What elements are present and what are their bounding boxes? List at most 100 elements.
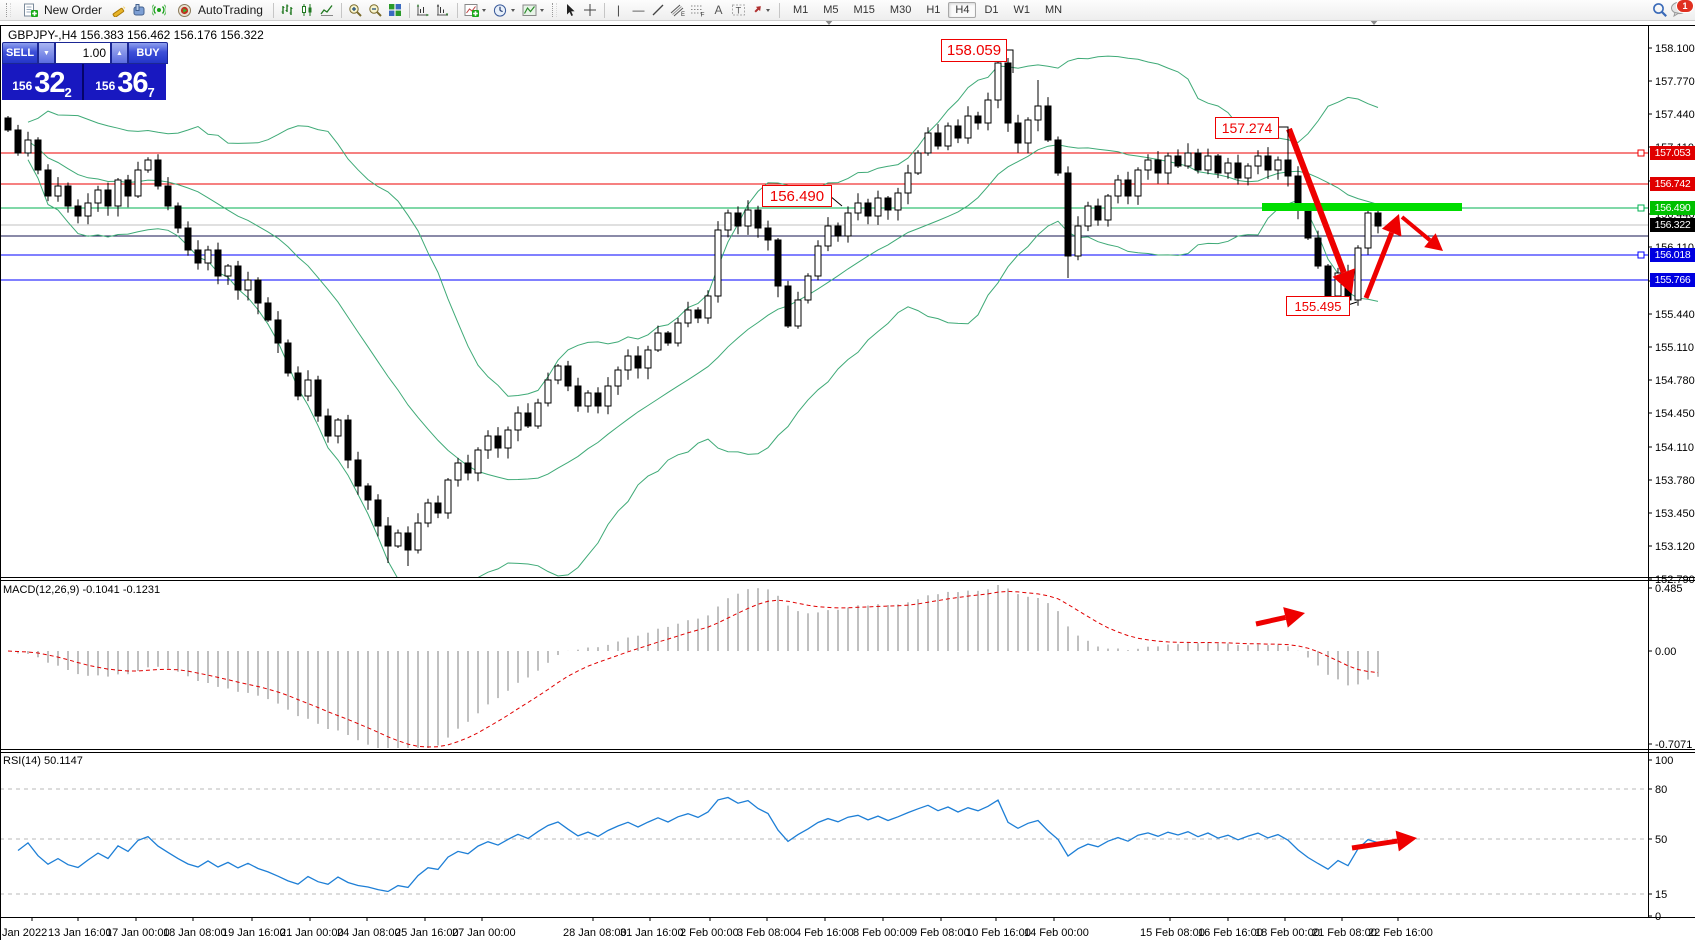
candle-body[interactable] [174, 205, 182, 229]
volume-input[interactable]: 1.00 [55, 42, 111, 64]
new-order-button[interactable]: New Order [15, 1, 108, 20]
candle-body[interactable] [1134, 169, 1142, 197]
candle-body[interactable] [1284, 159, 1292, 177]
candle-body[interactable] [414, 522, 422, 551]
window-splitter-marker[interactable] [1369, 19, 1379, 25]
hline-handle[interactable] [1637, 251, 1645, 259]
candle-body[interactable] [554, 365, 562, 381]
red-arrow-shaft[interactable] [1255, 614, 1287, 627]
sell-button[interactable]: SELL [2, 42, 38, 64]
red-arrow-head[interactable] [1283, 607, 1305, 628]
candle-body[interactable] [974, 115, 982, 124]
candle-body[interactable] [1234, 162, 1242, 179]
window-splitter-marker[interactable] [824, 19, 834, 25]
resistance-zone-bar[interactable] [1262, 203, 1462, 211]
candle-body[interactable] [764, 227, 772, 241]
candle-body[interactable] [384, 525, 392, 547]
candle-body[interactable] [884, 197, 892, 211]
red-arrow-shaft[interactable] [1351, 838, 1398, 851]
candle-body[interactable] [394, 532, 402, 547]
candle-body[interactable] [1364, 212, 1372, 249]
candle-body[interactable] [214, 249, 222, 277]
candle-body[interactable] [354, 459, 362, 487]
price-annotation-box[interactable]: 157.274 [1215, 117, 1279, 139]
candle-body[interactable] [1164, 155, 1172, 174]
candle-body[interactable] [714, 229, 722, 297]
candle-body[interactable] [934, 132, 942, 147]
zoom-in-icon[interactable] [346, 2, 365, 19]
timeframe-m15[interactable]: M15 [853, 4, 875, 16]
candle-body[interactable] [904, 172, 912, 194]
chart-canvas[interactable]: 158.100157.770157.440157.110156.780156.4… [0, 25, 1695, 940]
candle-body[interactable] [524, 412, 532, 427]
red-arrow-head[interactable] [1424, 233, 1443, 251]
chat-button[interactable]: 1 [1670, 0, 1694, 19]
timeframe-m30[interactable]: M30 [889, 4, 912, 16]
candle-body[interactable] [1044, 105, 1052, 141]
volume-decrease-button[interactable]: ▼ [38, 42, 55, 64]
buy-button[interactable]: BUY [128, 42, 168, 64]
candle-body[interactable] [514, 412, 522, 431]
volume-increase-button[interactable]: ▲ [111, 42, 128, 64]
search-icon[interactable] [1650, 2, 1669, 19]
candle-body[interactable] [984, 99, 992, 124]
candle-body[interactable] [614, 369, 622, 387]
candle-body[interactable] [1104, 195, 1112, 221]
red-arrow-head[interactable] [1332, 268, 1356, 294]
candle-body[interactable] [1204, 155, 1212, 171]
candle-body[interactable] [24, 139, 32, 154]
timeframe-h4[interactable]: H4 [948, 2, 977, 18]
red-arrow-shaft[interactable] [1400, 215, 1432, 242]
candle-body[interactable] [1314, 237, 1322, 267]
candle-body[interactable] [104, 189, 112, 207]
candle-body[interactable] [634, 355, 642, 369]
candle-body[interactable] [1194, 152, 1202, 171]
candle-body[interactable] [924, 132, 932, 154]
candle-body[interactable] [644, 349, 652, 369]
candle-body[interactable] [164, 185, 172, 207]
zoom-out-icon[interactable] [366, 2, 385, 19]
new-chart-icon[interactable] [462, 2, 490, 19]
tile-windows-icon[interactable] [386, 2, 405, 19]
arrows-tool-icon[interactable] [749, 2, 775, 19]
candle-body[interactable] [744, 209, 752, 227]
timeframe-h1[interactable]: H1 [926, 4, 941, 16]
trendline-tool-icon[interactable] [649, 2, 668, 19]
candle-body[interactable] [1374, 212, 1382, 227]
candle-body[interactable] [864, 202, 872, 217]
candle-body[interactable] [824, 225, 832, 247]
candle-body[interactable] [74, 205, 82, 217]
candle-body[interactable] [684, 309, 692, 324]
toolbar-grip[interactable] [551, 3, 557, 17]
candle-body[interactable] [1124, 179, 1132, 197]
vertical-line-tool-icon[interactable]: | [616, 3, 621, 17]
candle-body[interactable] [1274, 159, 1282, 171]
candle-body[interactable] [584, 392, 592, 407]
candle-body[interactable] [754, 209, 762, 229]
candle-body[interactable] [364, 485, 372, 501]
fibonacci-tool-icon[interactable]: F [689, 2, 708, 19]
candle-body[interactable] [14, 129, 22, 154]
candle-body[interactable] [114, 179, 122, 207]
candle-body[interactable] [1144, 159, 1152, 171]
candle-body[interactable] [894, 192, 902, 211]
candle-body[interactable] [304, 379, 312, 397]
mailbox-icon[interactable] [129, 2, 148, 19]
candle-body[interactable] [34, 139, 42, 171]
candle-body[interactable] [434, 502, 442, 514]
red-arrow-shaft[interactable] [1286, 127, 1347, 274]
bar-chart-icon[interactable] [278, 2, 297, 19]
candle-body[interactable] [484, 435, 492, 451]
candle-body[interactable] [1354, 247, 1362, 301]
buy-price[interactable]: 156 36 7 [84, 64, 166, 100]
timeframe-m1[interactable]: M1 [792, 4, 809, 16]
candle-body[interactable] [154, 159, 162, 187]
toolbar-grip[interactable] [6, 3, 11, 17]
candle-body[interactable] [1174, 155, 1182, 167]
candle-body[interactable] [4, 117, 12, 131]
price-annotation-box[interactable]: 158.059 [941, 39, 1007, 62]
timeframe-w1[interactable]: W1 [1013, 4, 1031, 16]
candle-body[interactable] [594, 392, 602, 407]
candle-body[interactable] [204, 249, 212, 264]
candle-body[interactable] [504, 429, 512, 449]
